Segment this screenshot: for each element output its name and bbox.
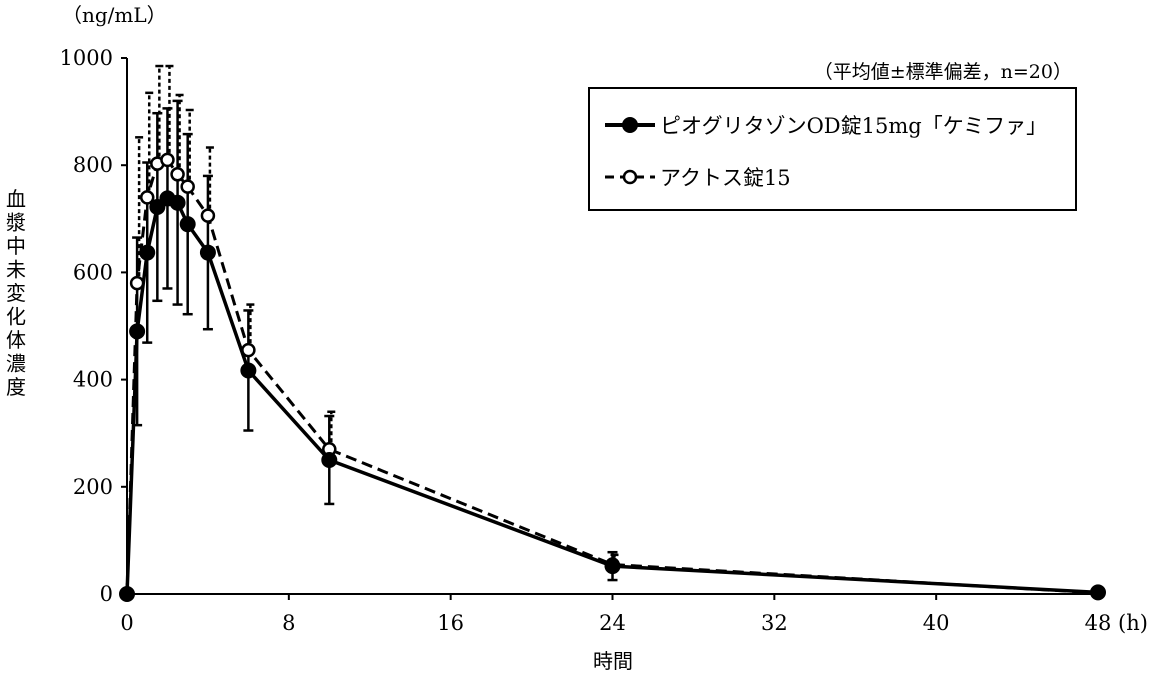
y-tick-label: 200 <box>73 475 113 499</box>
point-series-1 <box>129 323 146 340</box>
legend-box <box>588 87 1077 211</box>
line-series-1 <box>125 196 1099 595</box>
legend-marker-series-2 <box>622 169 638 185</box>
x-tick-label: 24 <box>599 611 626 635</box>
point-series-2 <box>200 208 216 223</box>
y-tick-label: 400 <box>73 368 113 392</box>
y-axis-label: 血漿中未変化体濃度 <box>6 187 26 399</box>
point-series-1 <box>169 194 186 211</box>
legend-marker-series-1 <box>622 117 638 133</box>
point-series-1 <box>604 558 621 575</box>
x-tick-label: 8 <box>282 611 295 635</box>
error-bars <box>132 64 619 582</box>
line-series-2 <box>125 158 1099 595</box>
point-series-2 <box>241 342 256 358</box>
point-series-1 <box>179 216 196 233</box>
tick-labels: 0 200 400 600 800 1000 0 8 16 24 32 40 48 <box>60 46 1112 635</box>
point-series-2 <box>139 190 155 205</box>
y-tick-label: 600 <box>73 260 113 284</box>
point-series-1 <box>1090 584 1106 601</box>
point-series-1 <box>199 244 216 261</box>
legend-label-series-1: ピオグリタゾンOD錠15mg「ケミファ」 <box>660 114 1047 138</box>
point-series-2 <box>180 179 195 194</box>
x-tick-label: 0 <box>120 611 133 635</box>
point-series-1 <box>119 586 135 602</box>
legend-label-series-2: アクトス錠15 <box>660 166 791 190</box>
unit-label: （ng/mL） <box>62 3 167 27</box>
point-series-1 <box>139 244 156 261</box>
series-markers <box>119 152 1106 602</box>
axes <box>121 57 1099 600</box>
point-series-2 <box>170 167 185 182</box>
point-series-1 <box>321 452 338 468</box>
stats-note: （平均値±標準偏差，n=20） <box>814 61 1072 83</box>
x-axis-label: 時間 <box>593 649 633 673</box>
y-tick-label: 0 <box>100 582 113 606</box>
point-series-2 <box>160 152 175 168</box>
x-axis-unit: (h) <box>1118 611 1148 635</box>
y-tick-label: 1000 <box>60 46 113 70</box>
series-lines <box>125 158 1099 595</box>
y-axis-label-text: 血漿中未変化体濃度 <box>6 187 26 399</box>
legend: ピオグリタゾンOD錠15mg「ケミファ」 アクトス錠15 <box>588 87 1077 211</box>
x-tick-label: 16 <box>437 611 464 635</box>
point-series-1 <box>240 362 257 379</box>
x-tick-label: 40 <box>923 611 950 635</box>
y-tick-label: 800 <box>73 153 113 177</box>
x-tick-label: 32 <box>761 611 788 635</box>
point-series-2 <box>129 275 145 291</box>
x-tick-label: 48 <box>1085 611 1112 635</box>
